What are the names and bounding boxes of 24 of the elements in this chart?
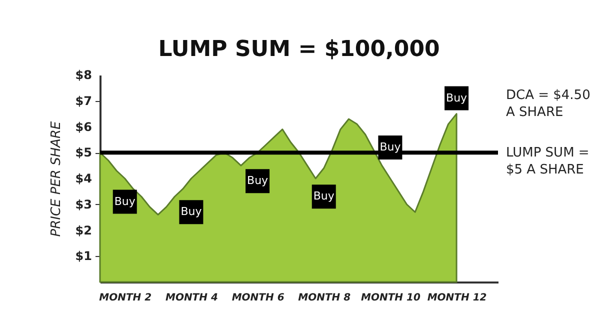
x-tick-label: MONTH 2: [99, 292, 152, 304]
y-tick-label: $6: [75, 120, 92, 134]
ref-line-label: LUMP SUM = $5 A SHARE: [506, 146, 590, 178]
y-tick-label: $7: [75, 94, 92, 108]
annotation: Buy: [313, 190, 335, 203]
annotation: Buy: [180, 205, 202, 218]
y-tick-label: $3: [75, 197, 92, 212]
y-tick-label: $1: [75, 249, 92, 264]
annotation: Buy: [247, 174, 269, 188]
text: DCA = $4.50 A SHARE: [506, 88, 590, 120]
annotation: Buy: [446, 91, 468, 104]
y-tick-label: $2: [75, 223, 92, 238]
x-tick-label: MONTH 10: [360, 292, 420, 304]
y-tick-label: $5: [75, 146, 92, 160]
x-tick-label: MONTH 6: [232, 292, 284, 304]
x-tick-label: MONTH 12: [427, 292, 487, 304]
chart-title: LUMP SUM = $100,000: [158, 37, 440, 62]
y-tick-label: $4: [75, 172, 92, 186]
x-tick-label: MONTH 4: [165, 292, 218, 304]
annotation: Buy: [114, 194, 136, 208]
y-tick-label: $8: [75, 68, 92, 82]
y-axis-title: PRICE PER SHARE: [49, 120, 64, 237]
annotation: Buy: [380, 140, 402, 154]
x-tick-label: MONTH 8: [298, 292, 351, 304]
